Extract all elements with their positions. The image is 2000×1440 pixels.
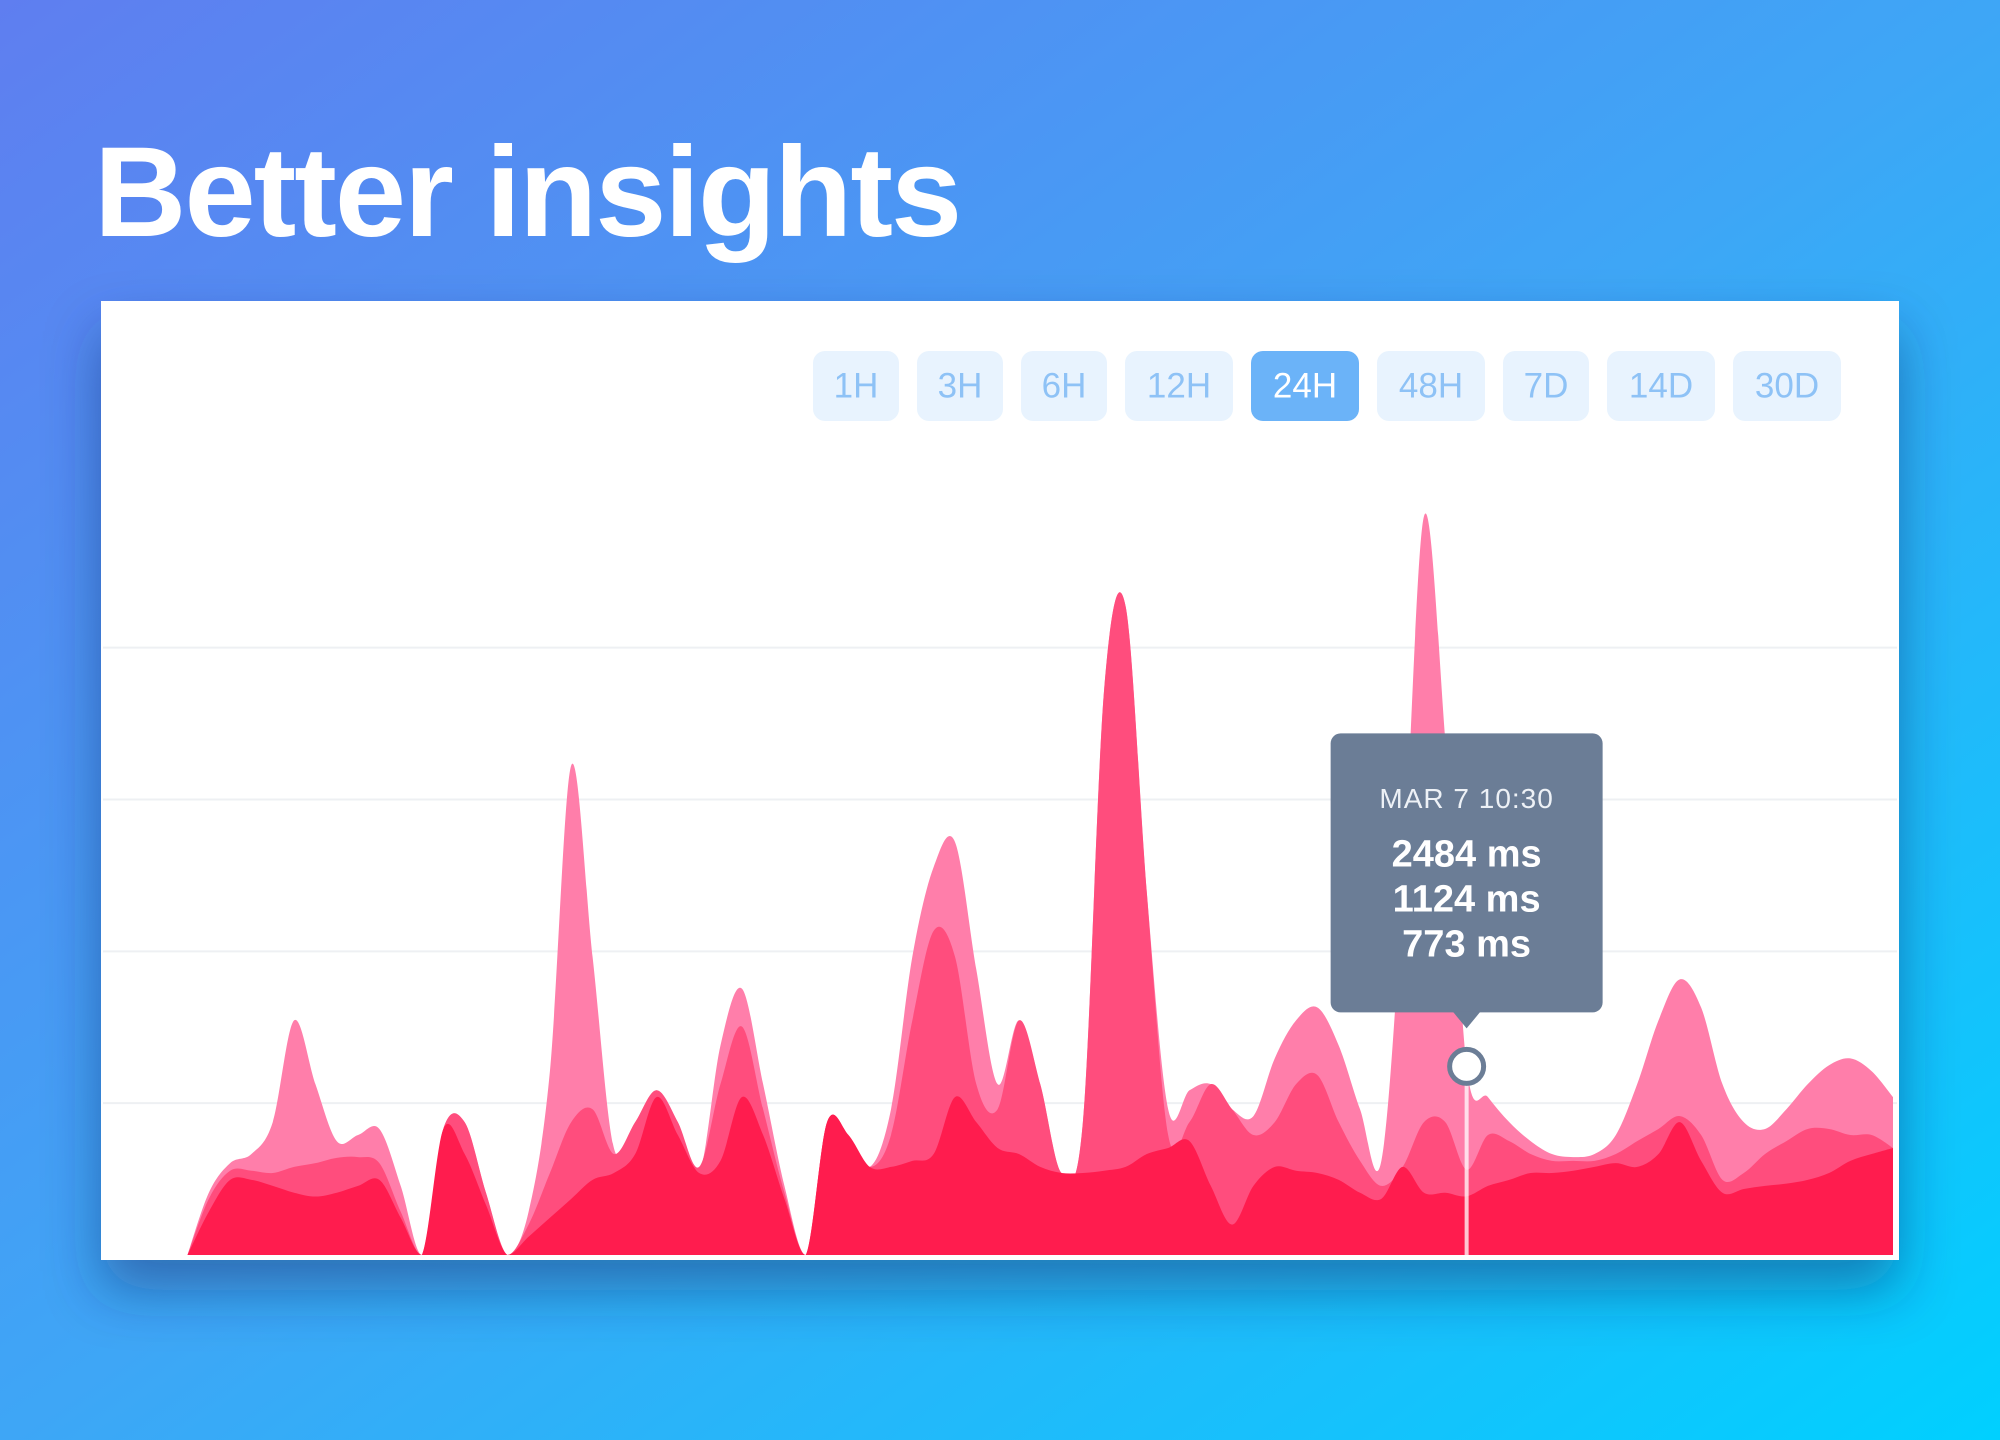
tooltip-value: 773 ms <box>1402 923 1531 965</box>
range-button[interactable] <box>1607 351 1715 421</box>
tooltip-value: 2484 ms <box>1392 833 1542 875</box>
range-button[interactable] <box>1503 351 1589 421</box>
tooltip-pointer <box>1452 1011 1481 1029</box>
range-button-label: 48H <box>1399 366 1463 405</box>
tooltip-time: MAR 7 10:30 <box>1379 783 1553 814</box>
range-button-label: 12H <box>1147 366 1211 405</box>
range-button-label: 30D <box>1755 366 1819 405</box>
range-button[interactable] <box>1125 351 1233 421</box>
range-selector: 1H 3H 6H 12H 24H 48H 7D 14D 30D <box>813 351 1841 421</box>
range-button-label: 14D <box>1629 366 1693 405</box>
range-button-label: 24H <box>1273 366 1337 405</box>
range-button[interactable] <box>1251 351 1359 421</box>
range-button[interactable] <box>1377 351 1485 421</box>
range-button-label: 6H <box>1042 366 1087 405</box>
range-button[interactable] <box>1733 351 1841 421</box>
range-button[interactable] <box>813 351 899 421</box>
hover-point <box>1447 1046 1487 1086</box>
range-button[interactable] <box>1021 351 1107 421</box>
page-title: Better insights <box>94 121 960 264</box>
tooltip-value: 1124 ms <box>1393 878 1541 920</box>
range-button-label: 3H <box>938 366 983 405</box>
range-button-label: 7D <box>1524 366 1569 405</box>
tooltip <box>1330 733 1603 1013</box>
range-button-label: 1H <box>834 366 879 405</box>
range-button[interactable] <box>917 351 1003 421</box>
